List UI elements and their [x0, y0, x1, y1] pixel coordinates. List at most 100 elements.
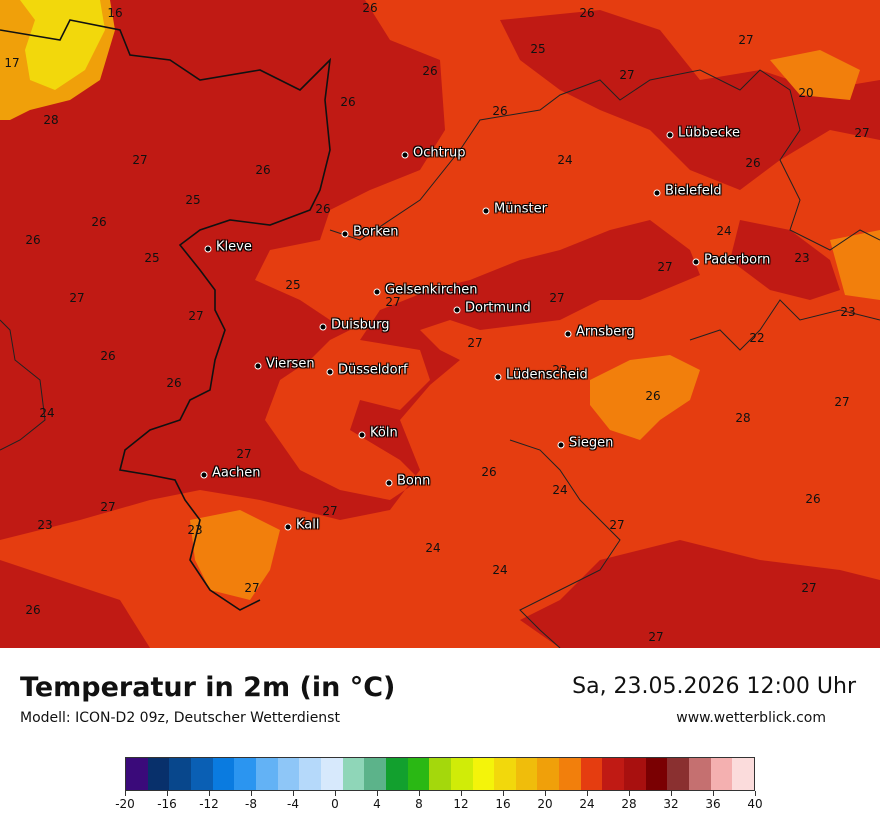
isotherm-label: 27	[385, 295, 401, 309]
cool-region-east	[830, 230, 880, 300]
legend-swatch	[385, 758, 408, 790]
legend-swatch	[407, 758, 430, 790]
isotherm-label: 20	[798, 86, 814, 100]
legend-swatch	[126, 758, 148, 790]
city-label: Lüdenscheid	[506, 367, 588, 383]
temperature-map: 16 17 26 26 25 27 26 20 27 28 26 26 24 27 26 26 27 25 26 25…	[0, 0, 880, 648]
website-link[interactable]: www.wetterblick.com	[676, 710, 826, 726]
legend-tick-label: 12	[453, 797, 469, 811]
city-label: Borken	[353, 224, 399, 240]
city-marker	[326, 368, 334, 376]
model-source: Modell: ICON-D2 09z, Deutscher Wetterdie…	[20, 710, 340, 726]
city-label: Duisburg	[331, 317, 390, 333]
isotherm-label: 16	[107, 6, 123, 20]
isotherm-label: 26	[579, 6, 595, 20]
legend-tick-label: -4	[287, 797, 299, 811]
isotherm-label: 26	[481, 465, 497, 479]
legend-swatch	[559, 758, 581, 790]
city-marker	[494, 373, 502, 381]
isotherm-label: 25	[530, 42, 546, 56]
legend-swatch	[255, 758, 278, 790]
legend-tick-label: 4	[373, 797, 381, 811]
legend-swatch	[277, 758, 300, 790]
legend-swatch	[515, 758, 538, 790]
city-marker	[653, 189, 661, 197]
legend-tick-mark	[125, 791, 126, 796]
legend-swatch	[537, 758, 560, 790]
legend-tick-label: 20	[537, 797, 553, 811]
temperature-field	[0, 0, 880, 648]
city-label: Aachen	[212, 465, 261, 481]
city-marker	[385, 479, 393, 487]
isotherm-label: 23	[552, 363, 568, 377]
isotherm-label: 27	[738, 33, 754, 47]
legend-tick-label: -20	[115, 797, 135, 811]
isotherm-label: 26	[255, 163, 271, 177]
city-label: Kleve	[216, 239, 252, 255]
isotherm-label: 27	[467, 336, 483, 350]
isotherm-label: 23	[187, 523, 203, 537]
city-marker	[401, 151, 409, 159]
legend-swatch	[689, 758, 711, 790]
isotherm-label: 27	[132, 153, 148, 167]
city-marker	[373, 288, 381, 296]
isotherm-label: 28	[43, 113, 59, 127]
cool-region-eifel	[190, 510, 280, 600]
legend-tick-mark	[335, 791, 336, 796]
isotherm-label: 25	[185, 193, 201, 207]
isotherm-label: 27	[834, 395, 850, 409]
city-marker	[666, 131, 674, 139]
isotherm-label: 26	[100, 349, 116, 363]
isotherm-label: 17	[4, 56, 20, 70]
city-marker	[557, 441, 565, 449]
isotherm-label: 23	[37, 518, 53, 532]
valid-datetime: Sa, 23.05.2026 12:00 Uhr	[572, 674, 856, 699]
legend-swatch	[494, 758, 516, 790]
city-label: Gelsenkirchen	[385, 282, 478, 298]
isotherm-label: 24	[716, 224, 732, 238]
legend-swatch	[147, 758, 170, 790]
legend-tick-mark	[377, 791, 378, 796]
isotherm-label: 26	[362, 1, 378, 15]
legend-tick-label: 28	[621, 797, 637, 811]
city-marker	[482, 207, 490, 215]
isotherm-label: 24	[39, 406, 55, 420]
map-title: Temperatur in 2m (in °C)	[20, 672, 396, 703]
legend-tick-mark	[629, 791, 630, 796]
legend-tick-label: 16	[495, 797, 511, 811]
legend-tick-mark	[419, 791, 420, 796]
legend-tick-mark	[251, 791, 252, 796]
city-label: Dortmund	[465, 300, 531, 316]
legend-tick-mark	[503, 791, 504, 796]
legend-tick-label: 36	[705, 797, 721, 811]
isotherm-label: 25	[144, 251, 160, 265]
isotherm-label: 27	[657, 260, 673, 274]
legend-tick-label: 0	[331, 797, 339, 811]
isotherm-label: 27	[549, 291, 565, 305]
isotherm-label: 27	[854, 126, 870, 140]
legend-swatch	[450, 758, 473, 790]
isotherm-label: 26	[805, 492, 821, 506]
city-label: Siegen	[569, 435, 614, 451]
warm-region-south	[520, 540, 880, 648]
legend-tick-label: 32	[663, 797, 679, 811]
legend-tick-mark	[587, 791, 588, 796]
isotherm-label: 27	[801, 581, 817, 595]
isotherm-label: 26	[315, 202, 331, 216]
isotherm-label: 26	[645, 389, 661, 403]
city-marker	[453, 306, 461, 314]
state-border-south	[509, 439, 621, 648]
isotherm-label: 27	[244, 581, 260, 595]
city-marker	[254, 362, 262, 370]
isotherm-label: 26	[340, 95, 356, 109]
city-marker	[564, 330, 572, 338]
legend-swatch	[429, 758, 451, 790]
legend-tick-mark	[167, 791, 168, 796]
warm-region-west	[0, 0, 700, 540]
legend-tick-mark	[461, 791, 462, 796]
legend-tick-mark	[713, 791, 714, 796]
isotherm-label: 24	[557, 153, 573, 167]
warm-region-northeast	[500, 10, 880, 190]
isotherm-label: 24	[492, 563, 508, 577]
city-marker	[692, 258, 700, 266]
